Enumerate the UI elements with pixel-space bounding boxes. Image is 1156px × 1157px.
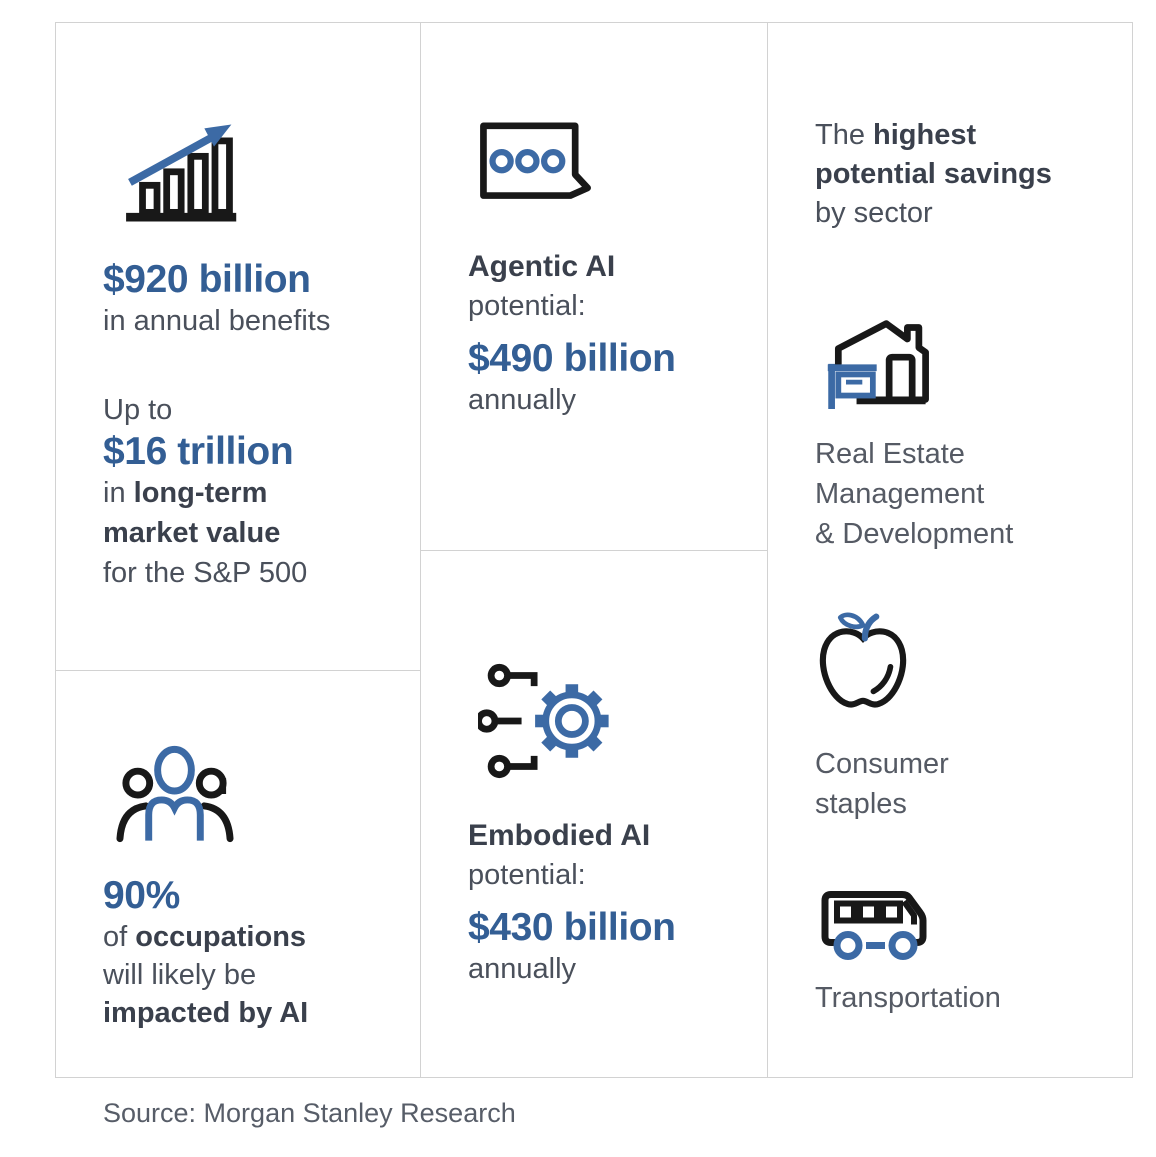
stat-market-value-amount: $16 trillion (103, 429, 294, 473)
agentic-subtitle: potential: (468, 290, 586, 322)
growth-chart-icon (126, 124, 237, 222)
sector-consumer-staples: Consumer staples (815, 610, 1102, 824)
stat-market-value-prefix: Up to (103, 393, 173, 426)
sectors-heading: The highest potential savings by sector (815, 119, 1052, 229)
agentic-title: Agentic AI (468, 250, 616, 283)
apple-icon (819, 612, 907, 708)
embodied-title: Embodied AI (468, 819, 651, 852)
agentic-value: $490 billion (468, 337, 676, 380)
stat-occupations-line2: will likely be (103, 958, 257, 991)
column-left: $920 billion in annual benefits Up to $1… (56, 23, 420, 1077)
sector-real-estate-label: Real Estate Management & Development (815, 438, 1014, 550)
house-for-sale-icon (827, 320, 929, 409)
sector-transportation-label: Transportation (815, 982, 1001, 1014)
column-right: The highest potential savings by sector … (767, 23, 1132, 1077)
infographic-grid: $920 billion in annual benefits Up to $1… (55, 22, 1133, 1078)
stat-market-value-line2: market value (103, 517, 281, 550)
agentic-caption: annually (468, 383, 577, 416)
embodied-subtitle: potential: (468, 859, 586, 891)
sector-consumer-staples-label: Consumer staples (815, 748, 949, 820)
panel-agentic-ai: Agentic AI potential: $490 billion annua… (421, 23, 767, 550)
chat-bubble-icon (480, 122, 591, 199)
panel-sectors: The highest potential savings by sector … (768, 23, 1132, 1077)
people-group-icon (116, 745, 234, 843)
source-attribution: Source: Morgan Stanley Research (103, 1098, 516, 1128)
panel-embodied-ai: Embodied AI potential: $430 billion annu… (421, 550, 767, 1077)
embodied-caption: annually (468, 952, 577, 985)
sector-transportation: Transportation (815, 887, 1102, 1018)
stat-annual-benefits: $920 billion in annual benefits (103, 258, 392, 340)
stat-market-value-line3: for the S&P 500 (103, 557, 308, 590)
column-middle: Agentic AI potential: $490 billion annua… (420, 23, 767, 1077)
bus-icon (821, 891, 927, 960)
stat-annual-benefits-value: $920 billion (103, 258, 311, 301)
panel-market-value: $920 billion in annual benefits Up to $1… (56, 23, 420, 670)
stat-occupations-line1: of occupations (103, 920, 307, 953)
embodied-value: $430 billion (468, 906, 676, 949)
stat-market-value-line1: in long-term (103, 477, 268, 510)
stat-occupations-value: 90% (103, 874, 180, 917)
stat-market-value: Up to $16 trillion in long-term market v… (103, 390, 392, 594)
stat-annual-benefits-caption: in annual benefits (103, 304, 331, 337)
panel-occupations: 90% of occupations will likely be impact… (56, 670, 420, 1077)
stat-occupations-line3: impacted by AI (103, 996, 309, 1029)
sector-real-estate: Real Estate Management & Development (815, 315, 1102, 554)
circuit-gear-icon (478, 663, 609, 779)
